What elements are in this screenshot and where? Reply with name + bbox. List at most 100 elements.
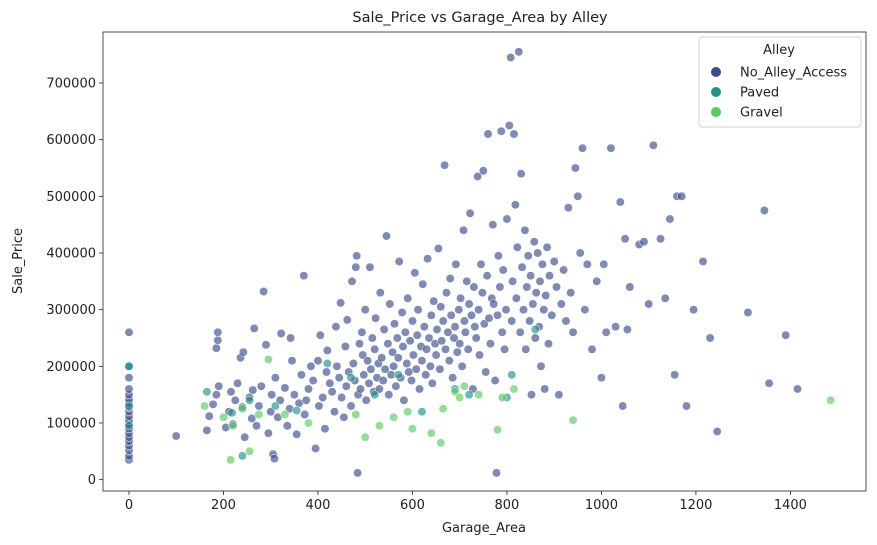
data-point: [421, 370, 431, 380]
data-point: [267, 390, 277, 400]
data-point: [219, 412, 228, 422]
data-point: [493, 310, 502, 320]
data-point: [389, 361, 399, 371]
data-point: [521, 344, 531, 354]
data-point: [665, 214, 675, 224]
data-point: [263, 355, 273, 364]
data-point: [304, 418, 313, 428]
data-point: [375, 288, 385, 298]
data-point: [389, 412, 399, 422]
data-point: [698, 257, 708, 266]
legend-box: [698, 36, 862, 128]
y-tick-label: 500000: [46, 190, 96, 205]
data-point: [327, 387, 337, 397]
data-point: [502, 214, 512, 224]
legend: Alley No_Alley_Access Paved Gravel: [698, 36, 862, 128]
data-point: [568, 327, 578, 337]
data-point: [566, 288, 576, 298]
y-tick-label: 600000: [46, 133, 96, 148]
data-point: [493, 425, 502, 435]
data-point: [601, 327, 611, 337]
data-point: [366, 364, 376, 374]
data-point: [712, 427, 722, 436]
data-point: [249, 323, 259, 333]
data-point: [422, 344, 432, 354]
y-tick-label: 700000: [46, 77, 96, 92]
data-point: [496, 126, 506, 136]
data-point: [615, 197, 625, 207]
data-point: [443, 327, 453, 337]
data-point: [460, 327, 470, 337]
data-point: [764, 378, 774, 388]
data-point: [599, 259, 609, 269]
data-point: [454, 305, 464, 315]
data-point: [575, 248, 585, 258]
data-point: [371, 313, 381, 323]
data-point: [200, 401, 210, 411]
data-point: [208, 399, 218, 409]
data-point: [261, 340, 271, 350]
data-point: [455, 339, 465, 349]
data-point: [377, 353, 387, 363]
data-point: [254, 401, 264, 411]
data-point: [124, 373, 134, 383]
data-point: [275, 395, 285, 405]
data-point: [287, 356, 297, 366]
data-point: [314, 401, 324, 411]
data-point: [501, 305, 511, 315]
data-point: [537, 259, 547, 269]
data-point: [495, 282, 505, 292]
data-point: [528, 299, 538, 309]
legend-marker: [711, 107, 721, 117]
data-point: [580, 305, 590, 315]
data-point: [826, 395, 836, 405]
data-point: [413, 305, 423, 315]
data-point: [554, 390, 564, 400]
data-point: [429, 296, 439, 306]
data-point: [689, 305, 699, 315]
data-point: [392, 333, 402, 343]
data-point: [334, 373, 344, 383]
data-point: [124, 421, 134, 431]
legend-label: Gravel: [740, 106, 783, 121]
data-point: [346, 373, 356, 383]
data-point: [331, 322, 341, 332]
data-point: [485, 339, 495, 349]
data-point: [351, 410, 361, 419]
data-point: [400, 327, 410, 337]
y-axis-label: Sale_Price: [11, 228, 26, 294]
data-point: [202, 425, 212, 435]
data-point: [556, 299, 566, 309]
data-point: [336, 298, 346, 308]
data-point: [245, 446, 254, 456]
data-point: [213, 327, 223, 337]
data-point: [393, 353, 403, 363]
data-point: [230, 395, 240, 405]
data-point: [536, 361, 546, 371]
data-point: [475, 350, 484, 360]
data-point: [364, 378, 374, 388]
data-point: [530, 325, 540, 334]
data-point: [470, 322, 480, 332]
data-point: [542, 242, 552, 252]
data-point: [436, 438, 446, 448]
y-axis: 0 100000 200000 300000 400000 500000 600000 700…: [46, 77, 103, 488]
legend-label: No_Alley_Access: [740, 66, 847, 81]
data-point: [457, 361, 467, 371]
data-point: [296, 370, 306, 380]
data-point: [489, 299, 499, 309]
data-point: [507, 316, 517, 326]
data-point: [452, 347, 462, 357]
data-point: [357, 327, 367, 337]
x-tick-label: 800: [495, 498, 520, 513]
data-point: [356, 384, 365, 394]
data-point: [449, 333, 459, 343]
data-point: [670, 370, 680, 380]
data-point: [254, 410, 264, 419]
x-tick-label: 200: [211, 498, 236, 513]
data-point: [570, 163, 580, 173]
data-point: [233, 378, 243, 388]
data-point: [563, 203, 573, 213]
data-point: [508, 276, 518, 286]
data-point: [270, 454, 279, 464]
